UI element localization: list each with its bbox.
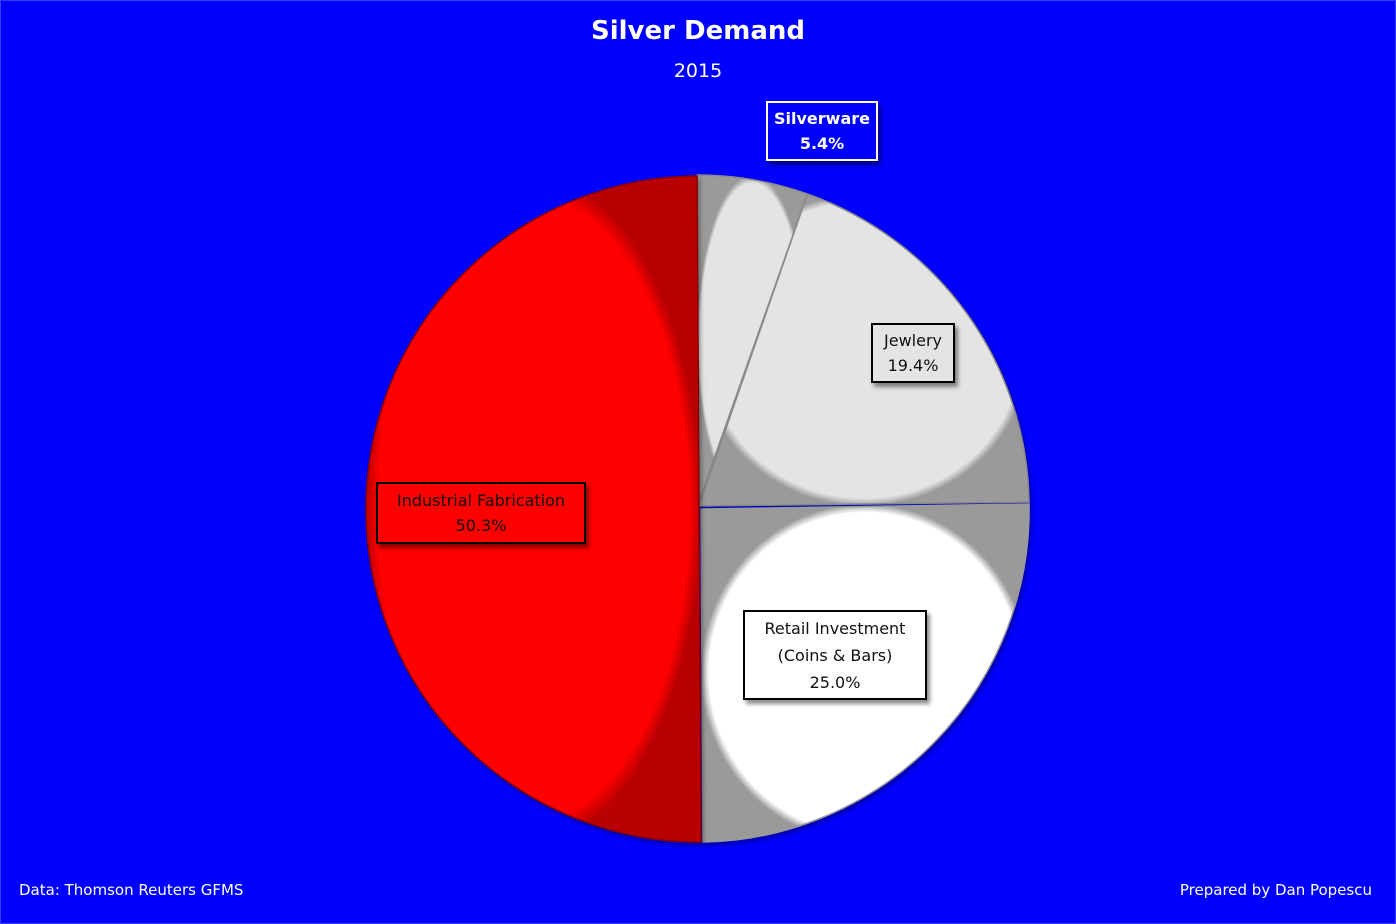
chart-title: Silver Demand (591, 16, 805, 46)
label-industrial-fabrication: Industrial Fabrication 50.3% (376, 482, 586, 544)
label-jewlery: Jewlery 19.4% (871, 323, 955, 383)
label-silverware: Silverware 5.4% (766, 101, 878, 161)
author-credit: Prepared by Dan Popescu (1179, 881, 1372, 899)
chart-subtitle: 2015 (673, 60, 723, 82)
data-source-note: Data: Thomson Reuters GFMS (19, 881, 244, 899)
slice-jewlery[interactable] (697, 193, 1030, 507)
label-retail-investment: Retail Investment (Coins & Bars) 25.0% (743, 610, 927, 700)
